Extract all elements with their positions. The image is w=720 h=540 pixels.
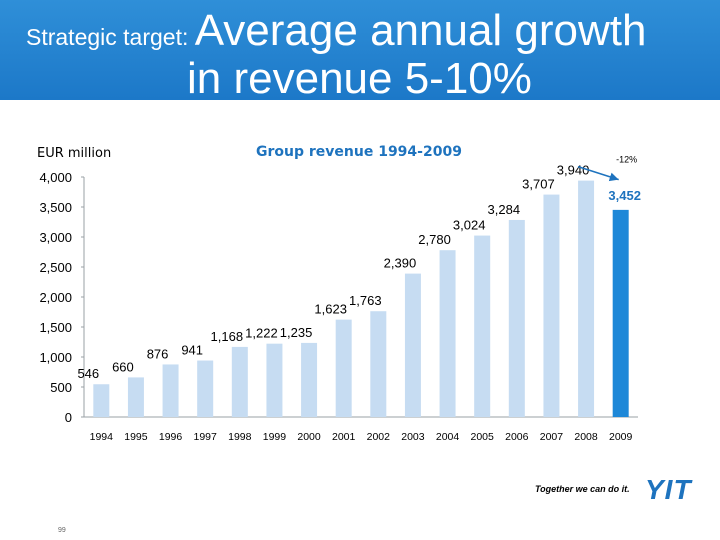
- x-tick-label: 1999: [263, 431, 287, 443]
- data-label: 2,390: [384, 256, 417, 271]
- data-label: 1,222: [245, 326, 278, 341]
- data-label: 1,763: [349, 293, 382, 308]
- y-tick-label: 1,500: [39, 320, 72, 335]
- x-tick-label: 2005: [471, 431, 495, 443]
- x-tick-label: 1997: [194, 431, 218, 443]
- data-label: 1,623: [314, 302, 347, 317]
- x-tick-label: 1998: [228, 431, 252, 443]
- yit-logo: YIT: [645, 474, 692, 505]
- title-prefix: Strategic target:: [26, 24, 195, 50]
- bar-1999: [266, 343, 283, 417]
- data-label: 660: [112, 359, 134, 374]
- bar-2007: [543, 194, 560, 417]
- y-tick-label: 500: [50, 380, 72, 395]
- bar-2002: [370, 311, 387, 417]
- chart-title: Group revenue 1994-2009: [256, 144, 462, 160]
- title-line-1: Strategic target: Average annual growth: [26, 6, 646, 56]
- x-tick-label: 1995: [124, 431, 148, 443]
- y-tick-label: 4,000: [39, 170, 72, 185]
- data-label: 2,780: [418, 232, 451, 247]
- change-arrow: [577, 165, 619, 182]
- title-banner: Strategic target: Average annual growth …: [0, 0, 720, 103]
- x-tick-label: 2006: [505, 431, 529, 443]
- data-label: 3,284: [488, 202, 521, 217]
- bar-1995: [127, 377, 144, 417]
- change-annotation: -12%: [616, 155, 637, 165]
- data-label: 3,707: [522, 177, 555, 192]
- bar-2001: [335, 319, 352, 417]
- data-label: 941: [181, 343, 203, 358]
- bar-1994: [93, 384, 110, 417]
- bar-1998: [231, 346, 248, 417]
- bar-2005: [474, 235, 491, 417]
- bar-2009: [612, 209, 629, 417]
- x-tick-label: 2009: [609, 431, 633, 443]
- x-tick-label: 2001: [332, 431, 356, 443]
- x-tick-label: 1994: [90, 431, 114, 443]
- page-number: 99: [58, 527, 66, 534]
- x-tick-label: 2007: [540, 431, 564, 443]
- y-tick-label: 2,500: [39, 260, 72, 275]
- data-label: 3,452: [608, 188, 641, 203]
- y-tick-label: 3,000: [39, 230, 72, 245]
- data-label: 546: [77, 366, 99, 381]
- y-tick-label: 2,000: [39, 290, 72, 305]
- x-tick-label: 1996: [159, 431, 183, 443]
- data-label: 1,235: [280, 325, 313, 340]
- bar-2004: [439, 250, 456, 417]
- bar-2006: [508, 219, 525, 417]
- bar-2008: [578, 180, 595, 417]
- title-main: Average annual growth: [194, 6, 647, 55]
- bar-1996: [162, 364, 179, 417]
- x-tick-label: 2003: [401, 431, 425, 443]
- x-tick-label: 2002: [367, 431, 391, 443]
- bar-2000: [301, 342, 318, 417]
- y-tick-label: 0: [65, 410, 72, 425]
- data-label: 1,168: [211, 329, 244, 344]
- data-label: 3,024: [453, 218, 486, 233]
- data-label: 876: [147, 346, 169, 361]
- bar-1997: [197, 360, 214, 417]
- x-tick-label: 2000: [297, 431, 321, 443]
- y-tick-label: 3,500: [39, 200, 72, 215]
- tagline: Together we can do it.: [535, 484, 630, 494]
- x-tick-label: 2008: [574, 431, 598, 443]
- title-line-2: in revenue 5-10%: [187, 54, 532, 103]
- y-tick-label: 1,000: [39, 350, 72, 365]
- data-label: 3,940: [557, 163, 590, 178]
- bar-2003: [404, 273, 421, 417]
- y-axis-unit-label: EUR million: [37, 146, 112, 161]
- x-tick-label: 2004: [436, 431, 460, 443]
